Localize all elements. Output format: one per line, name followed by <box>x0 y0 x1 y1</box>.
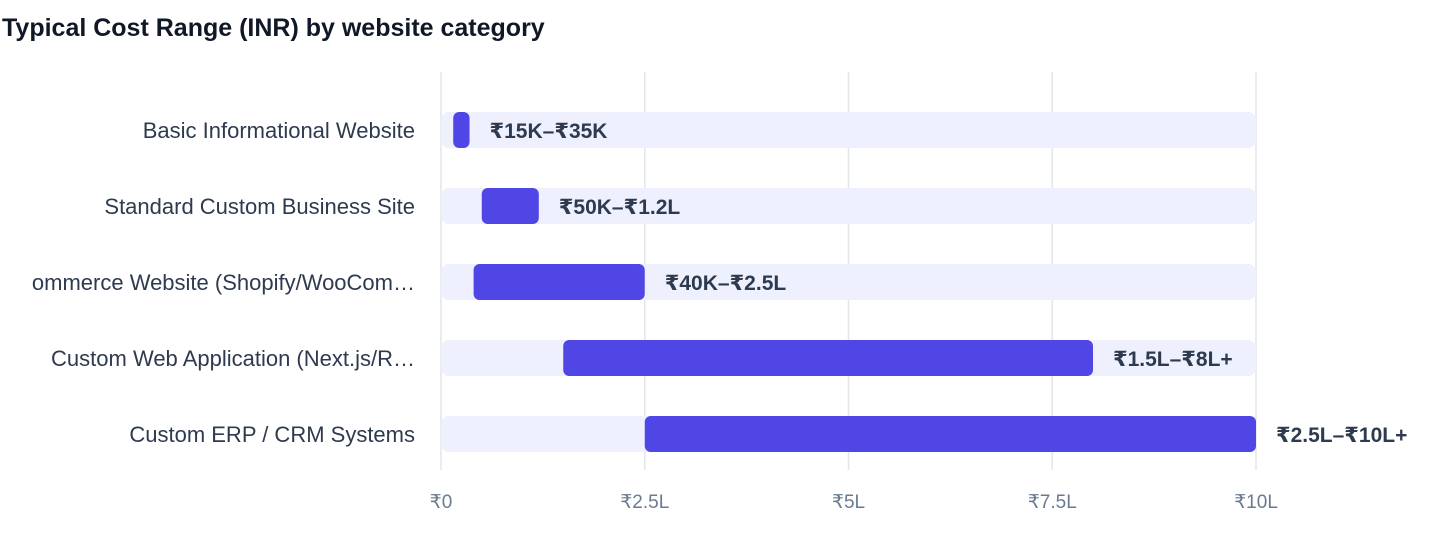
category-label: ommerce Website (Shopify/WooCom… <box>32 270 415 295</box>
range-bar <box>644 416 1256 452</box>
value-label: ₹50K–₹1.2L <box>559 196 681 219</box>
bar-track <box>441 188 1256 224</box>
range-bar <box>473 264 645 300</box>
x-tick-label: ₹5L <box>832 492 865 513</box>
category-label: Standard Custom Business Site <box>104 194 415 219</box>
x-tick-label: ₹0 <box>430 492 453 513</box>
x-tick-label: ₹7.5L <box>1028 492 1077 513</box>
range-bar <box>563 340 1093 376</box>
range-bar <box>481 188 539 224</box>
chart-title: Typical Cost Range (INR) by website cate… <box>2 14 545 42</box>
x-tick-label: ₹2.5L <box>620 492 669 513</box>
value-label: ₹15K–₹35K <box>490 120 608 143</box>
value-label: ₹1.5L–₹8L+ <box>1113 348 1233 371</box>
bar-track <box>441 112 1256 148</box>
value-label: ₹2.5L–₹10L+ <box>1276 424 1407 447</box>
value-label: ₹40K–₹2.5L <box>665 272 787 295</box>
category-label: Basic Informational Website <box>143 118 415 143</box>
category-label: Custom ERP / CRM Systems <box>129 422 415 447</box>
x-tick-label: ₹10L <box>1234 492 1278 513</box>
range-bar <box>453 112 470 148</box>
category-label: Custom Web Application (Next.js/R… <box>51 346 415 371</box>
